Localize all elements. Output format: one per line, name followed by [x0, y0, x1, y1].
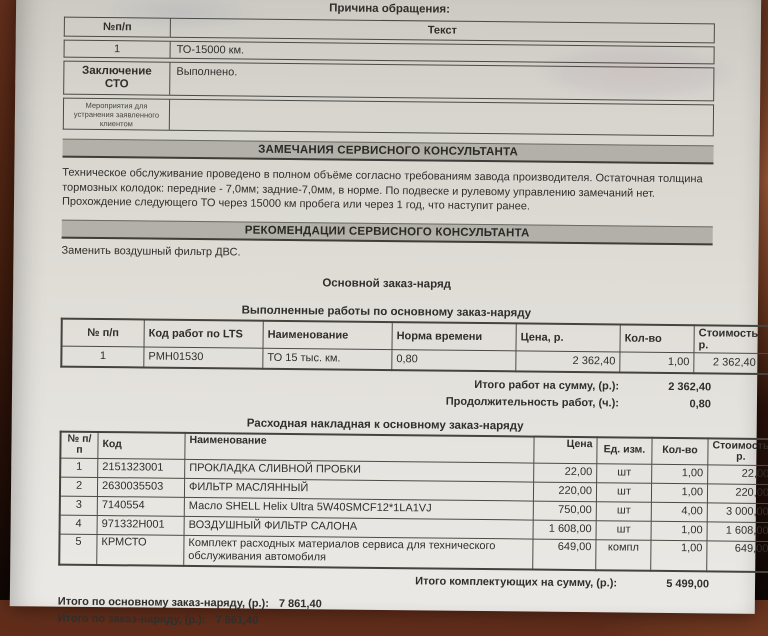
parts-cell: 220,00	[533, 481, 597, 502]
conclusion-value: Выполнено.	[169, 61, 715, 102]
parts-cell: 1,00	[650, 539, 708, 571]
parts-cell: шт	[596, 501, 652, 521]
reason-header-text: Текст	[169, 17, 715, 44]
parts-col-number: № п/п	[60, 431, 99, 458]
parts-cell: КРМСТО	[96, 533, 185, 566]
parts-cell: 2	[59, 476, 98, 496]
conclusion-row: Заключение СТО Выполнено.	[63, 60, 715, 102]
reason-table: №п/п Текст 1 ТО-15000 км. Заключение СТО…	[62, 14, 715, 140]
parts-table: № п/п Код Наименование Цена Ед. изм. Кол…	[58, 430, 768, 573]
works-col-number: № п/п	[61, 318, 145, 347]
parts-cell: 22,00	[707, 464, 768, 485]
works-col-time: Норма времени	[391, 321, 517, 351]
parts-col-unit: Ед. изм.	[596, 436, 653, 464]
parts-col-cost: Стоимость, р.	[707, 437, 768, 466]
measures-value	[168, 98, 715, 137]
works-duration-label: Продолжительность работ, (ч.):	[445, 395, 620, 409]
parts-cell: 2151323001	[97, 457, 185, 478]
conclusion-label: Заключение СТО	[63, 60, 170, 96]
works-total-value: 2 362,40	[668, 380, 712, 393]
parts-total-value: 5 499,00	[666, 577, 710, 590]
works-cell-number: 1	[61, 345, 145, 367]
parts-cell: 4,00	[651, 501, 708, 522]
parts-cell: 4	[59, 514, 98, 534]
order-grand-total-label: Итого по основному заказ-наряду, (р.):	[57, 595, 269, 610]
parts-row: 5 КРМСТО Комплект расходных материалов с…	[59, 533, 768, 572]
reason-row-number: 1	[63, 39, 170, 59]
works-col-price: Цена, р.	[515, 322, 621, 352]
parts-col-code: Код	[97, 431, 186, 459]
works-table: № п/п Код работ по LTS Наименование Норм…	[60, 317, 768, 375]
parts-cell: шт	[596, 520, 652, 540]
order-grand-total-value: 7 861,40	[278, 597, 322, 610]
parts-cell: компл	[595, 539, 652, 571]
reason-header-number: №п/п	[63, 16, 170, 38]
works-cell-time: 0,80	[391, 349, 516, 371]
parts-cell: 1	[60, 457, 98, 477]
works-cell-cost: 2 362,40	[693, 352, 768, 374]
works-cell-qty: 1,00	[619, 351, 694, 373]
parts-cell: шт	[596, 482, 652, 502]
invoice-grand-total-label: Итого по заказ-наряду, (р.):	[57, 612, 206, 627]
parts-cell: 649,00	[532, 538, 597, 570]
reason-table-header-row: №п/п Текст	[63, 16, 715, 44]
recommendations-text: Заменить воздушный фильтр ДВС.	[61, 244, 241, 258]
parts-cell: 7140554	[97, 495, 185, 516]
parts-cell: 1 608,00	[707, 521, 768, 542]
parts-cell: Комплект расходных материалов сервиса дл…	[183, 534, 534, 570]
parts-cell: 5	[59, 533, 98, 565]
parts-cell: 3 000,00	[707, 502, 768, 523]
works-col-code: Код работ по LTS	[144, 318, 264, 348]
works-col-qty: Кол-во	[619, 323, 695, 353]
parts-cell: шт	[596, 463, 652, 483]
remarks-text: Техническое обслуживание проведено в пол…	[61, 166, 703, 213]
works-col-cost: Стоимость, р.	[693, 324, 768, 354]
parts-cell: 1,00	[651, 463, 708, 484]
works-total-label: Итого работ на сумму, (р.):	[474, 378, 620, 392]
reason-row-text: ТО-15000 км.	[169, 40, 715, 65]
parts-col-price: Цена	[533, 436, 598, 464]
parts-total-label: Итого комплектующих на сумму, (р.):	[415, 574, 618, 589]
remarks-section-header: ЗАМЕЧАНИЯ СЕРВИСНОГО КОНСУЛЬТАНТА	[62, 138, 714, 165]
parts-cell: 1,00	[651, 482, 708, 503]
parts-cell: 971332H001	[97, 514, 185, 535]
parts-col-qty: Кол-во	[651, 437, 709, 465]
parts-col-name: Наименование	[184, 432, 535, 463]
measures-row: Мероприятия для устранения заявленного к…	[62, 97, 715, 137]
document-content: Причина обращения: №п/п Текст 1 ТО-15000…	[10, 0, 768, 635]
parts-total-line: Итого комплектующих на сумму, (р.): 5 49…	[58, 569, 709, 593]
works-duration-value: 0,80	[689, 397, 712, 410]
parts-cell: 1 608,00	[533, 519, 597, 540]
parts-cell: 1,00	[651, 520, 708, 541]
parts-cell: 22,00	[533, 462, 597, 483]
parts-cell: 220,00	[707, 483, 768, 504]
parts-cell: 2630035503	[97, 476, 185, 497]
invoice-grand-total-value: 7 861,40	[215, 614, 259, 627]
parts-cell: 750,00	[533, 500, 597, 521]
order-title: Основной заказ-наряд	[322, 276, 452, 291]
recommendations-section-header: РЕКОМЕНДАЦИИ СЕРВИСНОГО КОНСУЛЬТАНТА	[61, 219, 713, 245]
parts-cell: 3	[59, 495, 98, 515]
measures-label: Мероприятия для устранения заявленного к…	[62, 97, 170, 131]
works-col-name: Наименование	[263, 320, 393, 350]
works-cell-code: PMH01530	[143, 346, 264, 369]
parts-cell: 649,00	[706, 540, 768, 572]
works-cell-name: ТО 15 тыс. км.	[262, 347, 392, 370]
document-paper: Причина обращения: №п/п Текст 1 ТО-15000…	[9, 0, 768, 627]
works-cell-price: 2 362,40	[515, 350, 620, 372]
